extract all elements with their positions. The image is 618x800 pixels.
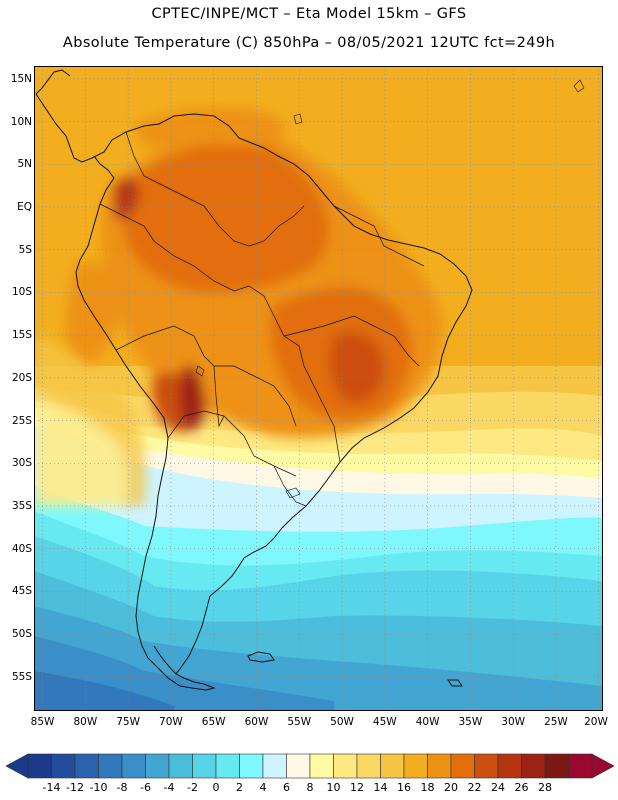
- colorbar-box: [239, 753, 264, 779]
- lat-tick-label: 25S: [11, 414, 32, 427]
- lon-tick-label: 35W: [458, 716, 483, 728]
- colorbar-tick-label: 0: [212, 781, 220, 794]
- colorbar-tick-label: -12: [66, 781, 84, 794]
- colorbar-box: [356, 753, 381, 779]
- colorbar-tick-label: 2: [236, 781, 243, 794]
- colorbar-tick-label: 6: [283, 781, 290, 794]
- map-panel: [34, 66, 603, 711]
- colorbar-tick-label: -2: [187, 781, 198, 794]
- lat-tick-label: 5N: [17, 158, 32, 171]
- lat-tick-label: 15S: [11, 329, 32, 342]
- colorbar-box: [450, 753, 475, 779]
- lon-tick-label: 80W: [73, 716, 98, 728]
- country-borders: [99, 131, 425, 507]
- colorbar-tick-label: -4: [163, 781, 175, 794]
- lon-tick-label: 55W: [287, 716, 312, 728]
- lon-tick-label: 45W: [372, 716, 397, 728]
- colorbar-tick-label: 24: [491, 781, 505, 794]
- colorbar-box: [333, 753, 358, 779]
- colorbar-tick-label: 20: [444, 781, 458, 794]
- colorbar-tick-label: 18: [420, 781, 435, 794]
- lat-tick-label: 35S: [11, 499, 32, 512]
- lon-tick-label: 75W: [116, 716, 140, 728]
- lon-tick-label: 25W: [544, 716, 568, 728]
- colorbar-box: [403, 753, 428, 779]
- lon-tick-label: 30W: [501, 716, 526, 728]
- lon-tick-label: 40W: [415, 716, 440, 728]
- title-field: Absolute Temperature (C) 850hPa – 08/05/…: [62, 35, 556, 51]
- lat-tick-label: 50S: [11, 628, 32, 641]
- temperature-field: [34, 66, 603, 711]
- lon-tick-label: 70W: [159, 716, 183, 728]
- map-frame: [34, 66, 603, 711]
- colorbar-high-arrow: [591, 753, 614, 779]
- lon-tick-label: 60W: [244, 716, 269, 728]
- colorbar-box: [192, 753, 217, 779]
- colorbar-box: [262, 753, 287, 779]
- coastlines: [35, 69, 473, 691]
- colorbar-tick-label: -6: [140, 781, 151, 794]
- graticule: [34, 66, 603, 711]
- colorbar-tick-label: 4: [259, 781, 267, 794]
- lon-tick-label: 85W: [30, 716, 55, 728]
- colorbar-box: [497, 753, 522, 779]
- colorbar-box: [98, 753, 123, 779]
- colorbar-box: [215, 753, 240, 779]
- colorbar-box: [286, 753, 311, 779]
- colorbar-box: [74, 753, 99, 779]
- lat-tick-label: 45S: [11, 585, 32, 598]
- colorbar-box: [544, 753, 569, 779]
- colorbar-box: [121, 753, 146, 779]
- temperature-map: [34, 66, 603, 711]
- colorbar-box: [51, 753, 76, 779]
- colorbar-box: [380, 753, 405, 779]
- colorbar-tick-label: -8: [116, 781, 128, 794]
- colorbar-tick-label: 12: [350, 781, 364, 794]
- lon-tick-label: 20W: [584, 716, 608, 728]
- colorbar-tick-label: 16: [397, 781, 411, 794]
- colorbar-box: [521, 753, 546, 779]
- colorbar-tick-label: 14: [373, 781, 388, 794]
- colorbar-tick-label: 8: [306, 781, 314, 794]
- colorbar-box: [427, 753, 452, 779]
- lat-tick-label: 55S: [11, 670, 32, 683]
- lon-tick-label: 65W: [201, 716, 226, 728]
- lat-tick-label: 15N: [10, 72, 32, 85]
- colorbar-box: [145, 753, 170, 779]
- colorbar-low-arrow: [6, 753, 29, 779]
- colorbar-tick-label: -10: [89, 781, 108, 794]
- colorbar-box: [168, 753, 193, 779]
- lat-tick-label: EQ: [17, 200, 32, 213]
- colorbar-tick-label: 22: [467, 781, 482, 794]
- lat-tick-label: 30S: [11, 457, 32, 470]
- colorbar-tick-label: -14: [42, 781, 61, 794]
- lat-tick-label: 40S: [11, 542, 32, 555]
- lat-tick-label: 5S: [18, 243, 32, 256]
- title-model: CPTEC/INPE/MCT – Eta Model 15km – GFS: [151, 6, 467, 22]
- colorbar-box: [474, 753, 499, 779]
- colorbar-tick-label: 26: [514, 781, 529, 794]
- colorbar-box: [309, 753, 334, 779]
- lat-tick-label: 20S: [11, 371, 32, 384]
- colorbar-box: [568, 753, 593, 779]
- colorbar: [6, 753, 614, 779]
- colorbar-tick-label: 10: [326, 781, 341, 794]
- lat-tick-label: 10S: [11, 286, 32, 299]
- lat-tick-label: 10N: [10, 115, 32, 128]
- lon-tick-label: 50W: [330, 716, 354, 728]
- colorbar-box: [27, 753, 52, 779]
- colorbar-tick-label: 28: [538, 781, 552, 794]
